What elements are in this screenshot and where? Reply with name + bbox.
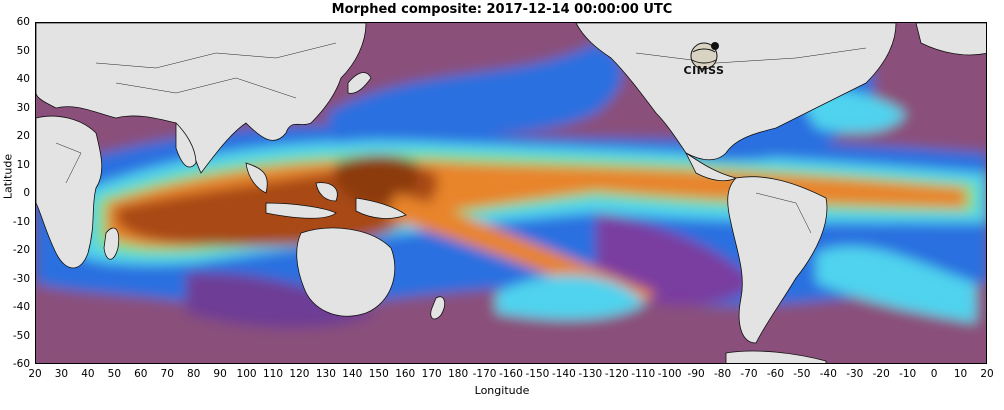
x-tick-label: -130 [578, 368, 603, 380]
logo-text: CIMSS [683, 64, 725, 77]
country-borders [55, 42, 867, 234]
y-tick-label: -30 [12, 272, 30, 285]
x-tick-label: -170 [472, 368, 497, 380]
precipitable-water-map [36, 23, 986, 363]
x-tick-label: -30 [846, 368, 864, 380]
x-tick-label: 120 [289, 368, 310, 380]
x-tick-label: 90 [213, 368, 227, 380]
y-tick-label: -50 [12, 329, 30, 342]
x-tick-label: 80 [186, 368, 201, 380]
x-tick-label: 70 [160, 368, 174, 380]
x-tick-label: -80 [713, 368, 732, 380]
x-tick-label: -60 [766, 368, 785, 380]
globe-icon [690, 42, 719, 70]
y-tick-label: -60 [12, 358, 30, 370]
x-tick-label: 100 [236, 368, 257, 380]
map-title: Morphed composite: 2017-12-14 00:00:00 U… [331, 2, 673, 17]
x-tick-label: -90 [687, 368, 705, 380]
x-tick-label: 140 [342, 368, 363, 380]
land-masses [36, 23, 986, 363]
y-tick-label: 10 [16, 158, 30, 171]
x-tick-label: -20 [872, 368, 890, 380]
y-tick-label: 50 [16, 44, 30, 57]
x-tick-label: -140 [551, 368, 576, 380]
y-axis-label: Latitude [0, 154, 16, 199]
x-tick-label: 20 [28, 368, 42, 380]
y-tick-label: 40 [16, 73, 30, 85]
x-tick-label: 0 [930, 368, 938, 380]
x-tick-label: 50 [107, 368, 122, 380]
x-tick-label: -110 [631, 368, 656, 380]
x-tick-label: 160 [395, 368, 416, 380]
x-tick-label: 20 [980, 368, 994, 380]
x-tick-label: -100 [657, 368, 682, 380]
map-plot-area [35, 22, 987, 364]
y-tick-label: 60 [16, 16, 30, 28]
x-tick-label: -10 [899, 368, 917, 380]
cimss-logo: CIMSS [679, 40, 729, 80]
x-tick-label: 40 [81, 368, 95, 380]
x-tick-label: 130 [315, 368, 336, 380]
y-tick-label: -20 [12, 244, 30, 256]
y-tick-label: 30 [16, 101, 30, 114]
y-tick-label: -40 [12, 301, 30, 313]
x-tick-label: 180 [448, 368, 469, 380]
x-tick-label: 150 [368, 368, 389, 380]
x-tick-label: 10 [953, 368, 968, 380]
y-tick-label: -10 [12, 215, 30, 228]
x-tick-label: -50 [793, 368, 811, 380]
x-tick-label: -120 [604, 368, 629, 380]
y-tick-label: 0 [23, 187, 30, 199]
x-tick-label: -70 [740, 368, 758, 380]
x-tick-label: 170 [421, 368, 442, 380]
y-tick-label: 20 [16, 130, 30, 142]
x-tick-label: 110 [262, 368, 284, 380]
x-tick-label: -160 [499, 368, 523, 380]
x-tick-label: -40 [819, 368, 837, 380]
x-tick-label: 30 [54, 368, 69, 380]
x-axis-label: Longitude [474, 384, 530, 397]
x-tick-label: -150 [525, 368, 550, 380]
x-tick-label: 60 [134, 368, 148, 380]
